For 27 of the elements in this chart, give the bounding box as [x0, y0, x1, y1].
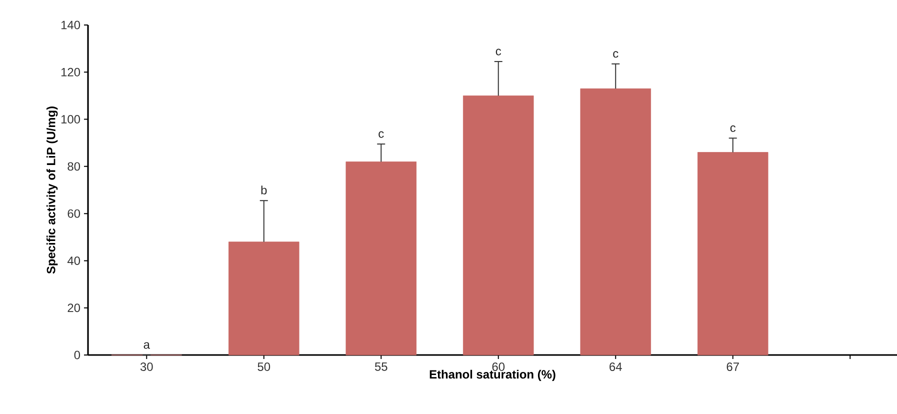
bar [462, 96, 534, 356]
x-tick-label: 50 [258, 362, 270, 371]
y-tick-label: 120 [61, 68, 80, 76]
annotation: c [378, 131, 384, 138]
x-tick-label: 67 [726, 362, 739, 371]
y-tick-label: 40 [67, 256, 80, 265]
y-tick-label: 100 [61, 115, 80, 124]
annotation: c [730, 125, 736, 132]
annotation: c [613, 51, 618, 58]
x-tick-label: 60 [492, 362, 505, 371]
bar [580, 88, 651, 356]
annotation: b [261, 186, 267, 194]
y-tick-label: 140 [61, 20, 80, 30]
y-tick-label: 80 [68, 162, 80, 171]
bar [346, 162, 416, 356]
bar [228, 242, 300, 356]
y-axis-title: Specific activity of LiP (U/mg) [46, 106, 58, 274]
y-tick-label: 20 [68, 304, 80, 312]
bar [697, 152, 768, 356]
annotation: c [496, 48, 502, 56]
x-tick-label: 64 [610, 362, 622, 371]
x-tick-label: 55 [374, 362, 388, 371]
annotation: a [144, 342, 150, 349]
x-axis-title: Ethanol saturation (%) [430, 370, 556, 381]
y-tick-label: 0 [74, 350, 80, 360]
y-tick-label: 60 [68, 209, 80, 218]
x-tick-label: 30 [140, 362, 153, 371]
